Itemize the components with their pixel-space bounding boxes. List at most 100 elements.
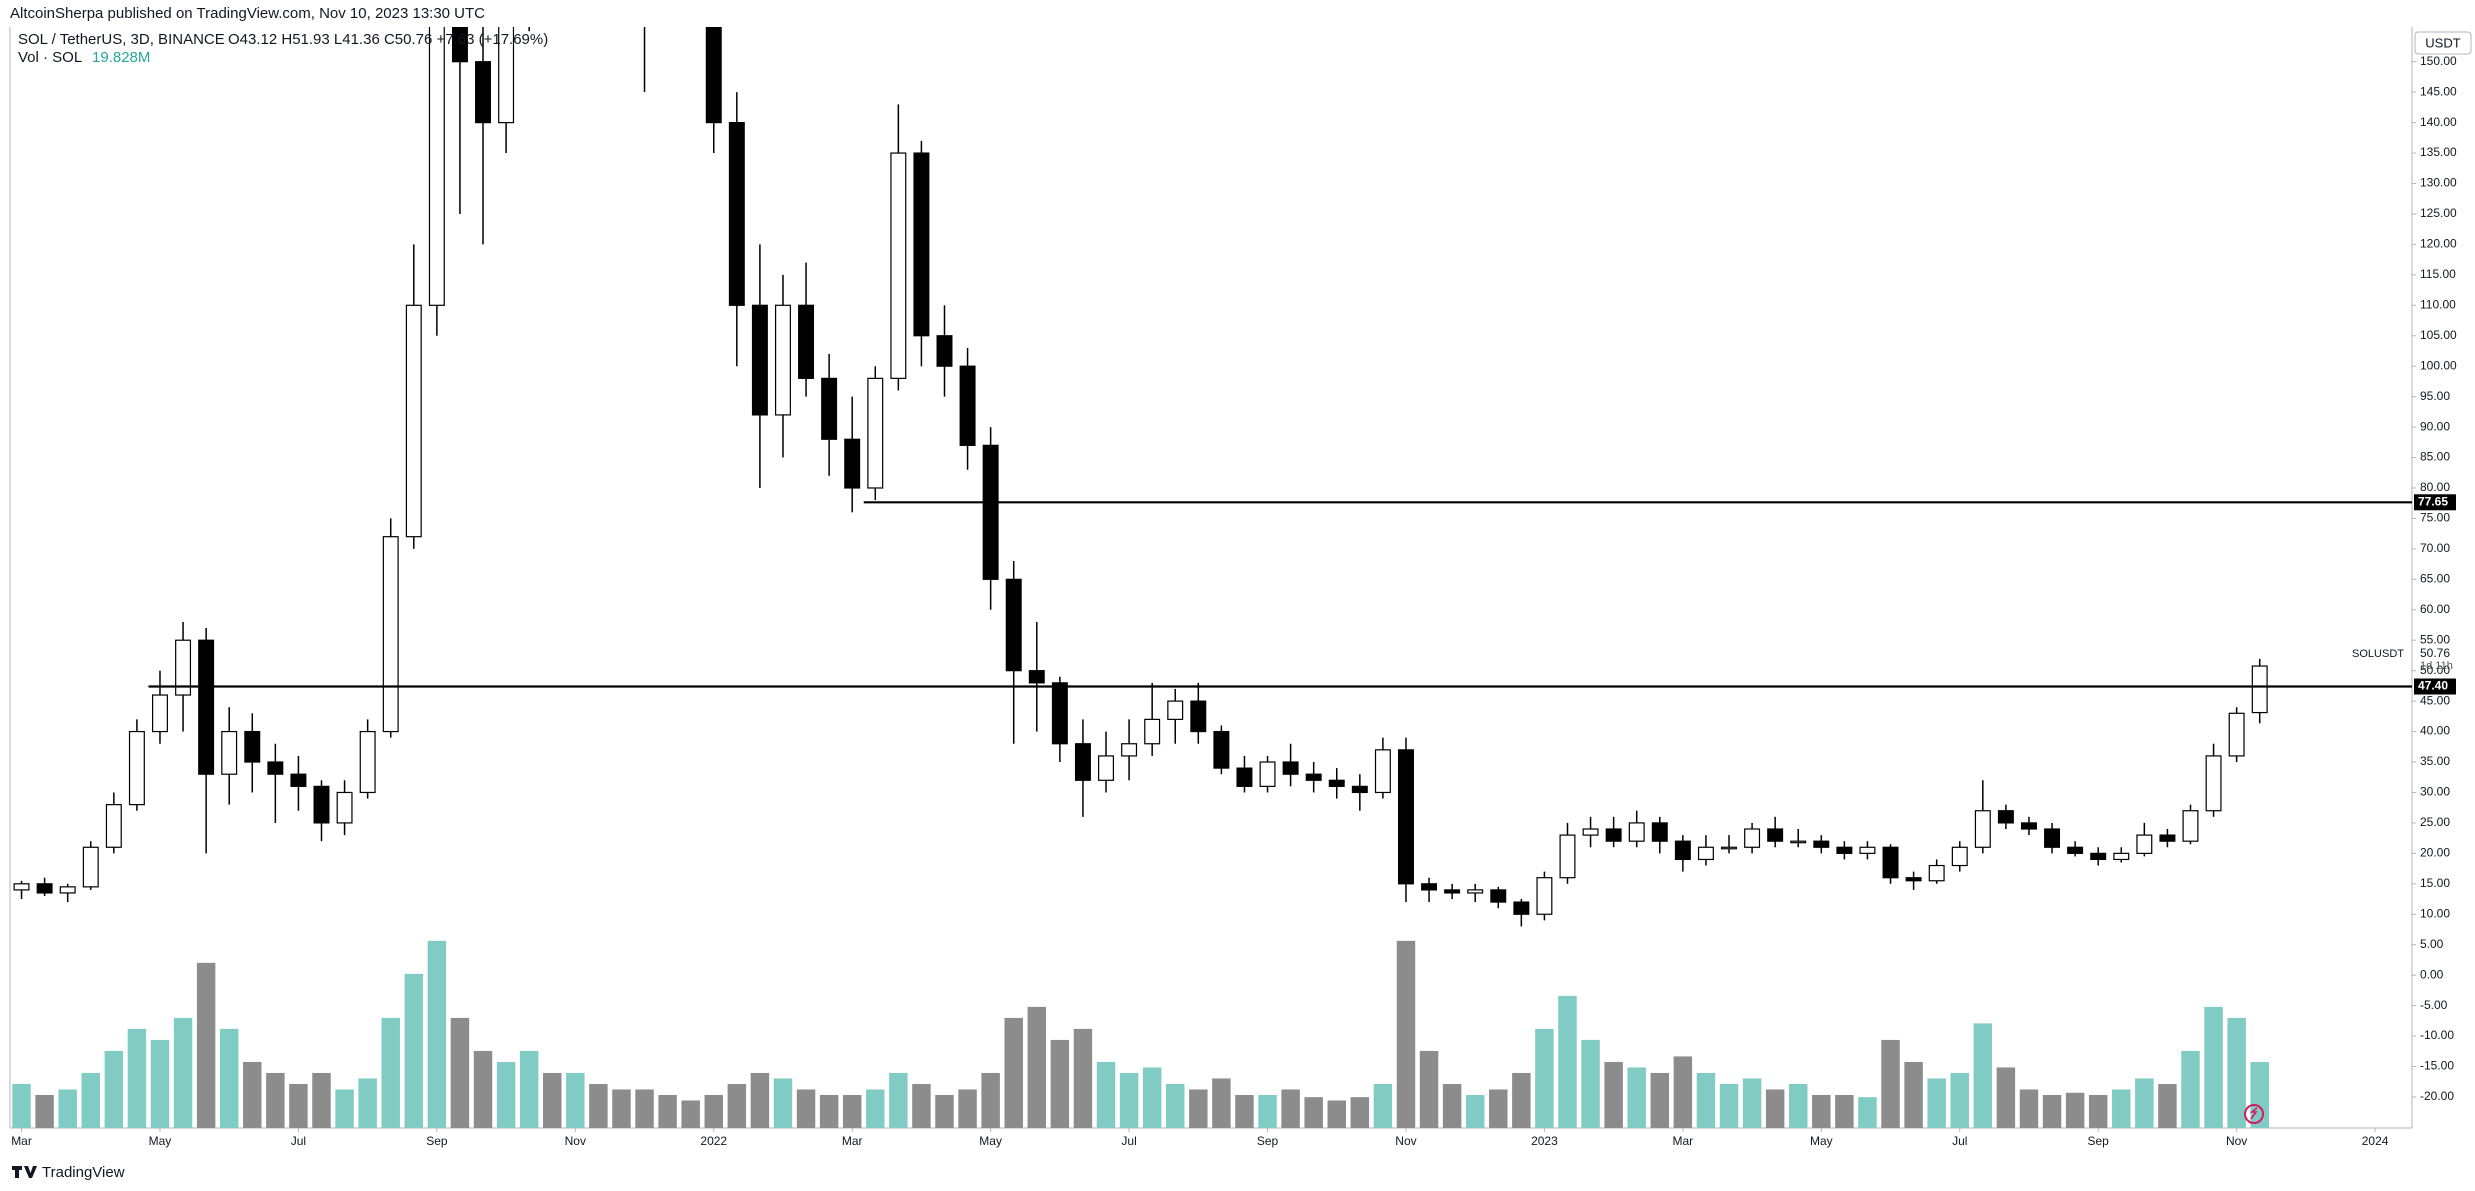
x-tick-label: Sep	[2088, 1134, 2110, 1148]
candle-body	[59, 886, 76, 894]
volume-bar	[658, 1094, 677, 1128]
volume-bar	[150, 1039, 170, 1128]
candle-body	[2113, 852, 2130, 861]
candle-body	[428, 27, 445, 306]
y-tick-label: 10.00	[2420, 906, 2450, 920]
x-tick-label: May	[1810, 1134, 1833, 1148]
volume-bar	[1904, 1061, 1923, 1128]
candle-body	[1605, 828, 1622, 842]
y-tick-label: 75.00	[2420, 511, 2450, 525]
candle-body	[82, 846, 99, 888]
y-tick-label: 110.00	[2420, 297, 2456, 311]
candle-body	[2044, 828, 2061, 848]
volume-bar	[1396, 940, 1416, 1128]
candle-body	[1421, 883, 1438, 891]
y-tick-label: 0.00	[2420, 967, 2444, 981]
y-tick-label: 145.00	[2420, 84, 2457, 98]
volume-bar	[612, 1089, 631, 1128]
candle-body	[2251, 665, 2268, 714]
volume-bar	[889, 1072, 908, 1128]
x-tick-label: Sep	[1257, 1134, 1279, 1148]
y-tick-label: 135.00	[2420, 145, 2457, 159]
y-tick-label: 130.00	[2420, 176, 2457, 190]
volume-bar	[289, 1083, 308, 1128]
volume-bar	[2088, 1094, 2108, 1128]
candle-body	[1859, 846, 1876, 854]
candle-body	[1790, 840, 1807, 844]
x-tick-label: Mar	[842, 1134, 863, 1148]
candle-body	[844, 438, 861, 489]
volume-bar	[1489, 1089, 1508, 1128]
y-tick-label: -20.00	[2420, 1089, 2454, 1103]
candle-body	[175, 639, 192, 696]
candle-body	[1697, 846, 1714, 861]
candle-body	[1997, 810, 2014, 824]
volume-bar	[704, 1094, 723, 1128]
volume-bar	[1050, 1039, 1070, 1128]
volume-value: 19.828M	[92, 49, 150, 66]
y-tick-label: 40.00	[2420, 724, 2450, 738]
alert-icon[interactable]	[2244, 1104, 2264, 1124]
volume-bar	[1673, 1056, 1693, 1128]
volume-bar	[750, 1072, 770, 1128]
symbol-label: SOLUSDT	[2352, 648, 2404, 660]
x-tick-label: Mar	[11, 1134, 32, 1148]
candle-body	[1651, 822, 1668, 842]
y-tick-label: 30.00	[2420, 785, 2450, 799]
candle-body	[774, 304, 791, 416]
candle-body	[290, 773, 307, 787]
volume-bar	[2042, 1094, 2062, 1128]
volume-bar	[1950, 1072, 1969, 1128]
candle-body	[1836, 846, 1853, 854]
volume-bar	[635, 1089, 654, 1128]
candle-body	[936, 335, 953, 367]
y-tick-label: 125.00	[2420, 206, 2457, 220]
volume-bar	[1073, 1028, 1093, 1128]
candle-body	[2205, 755, 2222, 812]
candle-body	[2182, 810, 2199, 842]
y-tick-label: 55.00	[2420, 632, 2450, 646]
volume-bar	[473, 1050, 493, 1128]
level-label-box	[2414, 678, 2456, 695]
volume-bar	[1373, 1083, 1393, 1128]
x-tick-label: 2024	[2362, 1134, 2389, 1148]
y-tick-label: 45.00	[2420, 693, 2450, 707]
candle-body	[382, 536, 399, 733]
candle-body	[705, 27, 722, 124]
x-tick-label: Nov	[565, 1134, 586, 1148]
logo-mark	[12, 1166, 37, 1178]
volume-bar	[358, 1078, 377, 1128]
candle-body	[36, 883, 53, 894]
candle-body	[1928, 864, 1945, 882]
unit-box[interactable]	[2414, 31, 2472, 55]
candle-body	[1074, 743, 1091, 781]
candle-body	[1213, 730, 1230, 769]
volume-bar	[12, 1083, 31, 1128]
volume-bar	[427, 940, 447, 1128]
volume-bar	[566, 1072, 585, 1128]
candle-body	[128, 730, 145, 806]
volume-bar	[1812, 1094, 1831, 1128]
volume-bar	[958, 1089, 977, 1128]
volume-bar	[127, 1028, 147, 1128]
y-tick-label: 50.00	[2420, 663, 2450, 677]
volume-bar	[1996, 1067, 2016, 1128]
volume-bar	[266, 1072, 285, 1128]
volume-bar	[1835, 1094, 1854, 1128]
candle-body	[1282, 761, 1299, 775]
volume-bar	[58, 1089, 77, 1128]
volume-bar	[1235, 1094, 1254, 1128]
volume-bar	[981, 1072, 1000, 1128]
volume-bar	[796, 1089, 816, 1128]
candle-body	[1236, 767, 1253, 787]
candle-body	[1905, 877, 1922, 882]
volume-bar	[2019, 1089, 2039, 1128]
volume-bar	[496, 1061, 516, 1128]
candle-body	[1121, 743, 1138, 757]
candle-body	[13, 883, 30, 891]
volume-bar	[866, 1089, 885, 1128]
volume-bar	[1189, 1089, 1208, 1128]
y-tick-label: -5.00	[2420, 998, 2448, 1012]
